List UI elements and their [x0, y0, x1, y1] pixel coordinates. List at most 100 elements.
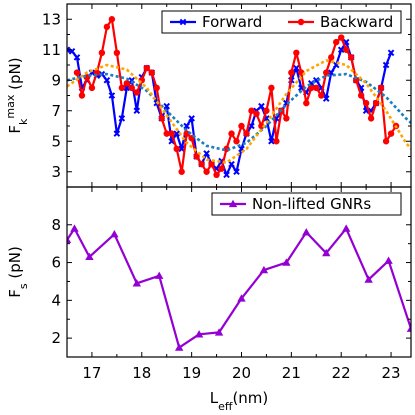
series-forward-point [337, 46, 345, 54]
series-backward-point [362, 99, 370, 107]
series-forward-point [183, 122, 190, 130]
series-backward-point [113, 49, 121, 56]
y-tick-label: 9 [51, 71, 61, 89]
y-axis-title-sub: s [17, 283, 30, 289]
legend-marker [228, 199, 238, 208]
series-non-lifted-gnrs-point [364, 275, 373, 283]
series-forward-point [233, 168, 240, 176]
series-backward-point [377, 84, 385, 92]
series-backward-point [238, 122, 245, 130]
series-forward-point [293, 64, 300, 72]
series-backward-point [158, 115, 165, 122]
series-forward-point [163, 102, 171, 110]
series-non-lifted-gnrs-point [70, 224, 79, 232]
series-non-lifted-gnrs-point [302, 228, 311, 236]
series-backward-point [268, 84, 275, 92]
x-tick-label: 22 [332, 364, 351, 382]
series-backward-point [128, 84, 136, 92]
series-backward-point [98, 49, 106, 56]
series-backward-point [372, 99, 380, 107]
series-forward-point [118, 115, 126, 122]
series-backward-point [78, 92, 86, 99]
series-forward-point [108, 92, 116, 99]
y-axis-title-sub: k [17, 118, 30, 125]
series-backward-point [253, 110, 260, 118]
legend-marker [297, 18, 305, 26]
x-tick-label: 18 [132, 364, 151, 382]
series-backward-point [218, 165, 225, 172]
series-backward-point [333, 38, 340, 46]
series-backward-point [133, 89, 140, 96]
series-backward-point [273, 138, 280, 145]
series-non-lifted-gnrs-point [384, 256, 393, 264]
y-tick-label: 5 [51, 132, 61, 150]
x-axis-title-main: L [210, 389, 219, 407]
series-forward-point [258, 102, 265, 110]
plot-area [67, 224, 411, 351]
series-backward-point [243, 130, 250, 137]
x-tick-label: 21 [282, 364, 301, 382]
series-backward-point [233, 138, 240, 145]
series-backward-point [342, 46, 350, 53]
series-non-lifted-gnrs-point [132, 279, 141, 287]
series-backward-point [313, 84, 320, 92]
x-tick-label: 23 [382, 364, 401, 382]
series-non-lifted-gnrs-point [259, 265, 269, 274]
y-tick-label: 3 [51, 163, 61, 181]
series-forward-point [188, 115, 195, 122]
series-backward-point [288, 69, 295, 76]
y-axis-title: Fs (pN) [6, 246, 30, 298]
series-backward-point [382, 138, 390, 145]
series-non-lifted-gnrs-point [194, 330, 204, 338]
x-tick-label: 20 [232, 364, 251, 382]
x-axis-title-unit: (nm) [232, 389, 268, 407]
y-tick-label: 4 [51, 291, 61, 309]
series-backward-point [318, 92, 325, 99]
series-non-lifted-gnrs-point [110, 230, 119, 238]
series-backward-point [213, 171, 220, 178]
series-non-lifted-gnrs-point [174, 343, 184, 351]
series-backward-point [387, 130, 395, 137]
series-non-lifted-gnrs-point [322, 248, 331, 257]
y-axis-title-unit: (pN) [6, 57, 24, 94]
series-forward-point [248, 122, 255, 130]
legend: Forward Backward [161, 10, 402, 34]
x-axis-title: Leff(nm) [210, 389, 269, 413]
series-non-lifted-gnrs-point [237, 294, 246, 302]
y-tick-label: 8 [51, 216, 61, 234]
series-backward-point [367, 115, 375, 122]
series-backward-point [208, 160, 215, 168]
series-backward-point [108, 16, 116, 23]
series-forward-point [67, 46, 71, 54]
series-backward-point [73, 69, 81, 76]
legend-box [211, 192, 402, 216]
legend-marker [179, 18, 187, 26]
series-backward-point [347, 54, 355, 61]
plot-frame [66, 186, 412, 358]
series-backward-point [323, 69, 330, 76]
series-forward-point [387, 49, 395, 57]
y-tick-label: 2 [51, 329, 61, 347]
y-axis-title-sup: max [4, 94, 17, 118]
series-backward-point [103, 23, 111, 31]
series-backward-point [118, 84, 126, 92]
y-tick-label: 11 [42, 41, 61, 59]
series-backward-point [308, 84, 315, 92]
series-backward-point [143, 64, 150, 72]
series-backward-point [328, 54, 335, 61]
legend-box [161, 10, 402, 34]
series-backward-point [203, 168, 210, 175]
series-backward-point [193, 153, 200, 160]
series-backward-point [263, 107, 270, 114]
series-non-lifted-gnrs-point [406, 324, 411, 332]
x-axis-title-sub: eff [218, 400, 233, 413]
series-forward-line [67, 40, 393, 176]
legend-label: Non-lifted GNRs [252, 195, 371, 213]
series-backward-point [198, 160, 205, 168]
y-axis-title-main: F [6, 289, 24, 298]
series-backward-point [123, 80, 131, 87]
y-axis-title-unit: (pN) [6, 246, 24, 283]
y-axis-title: Fkmax (pN) [4, 57, 30, 133]
series-backward-point [153, 84, 160, 92]
